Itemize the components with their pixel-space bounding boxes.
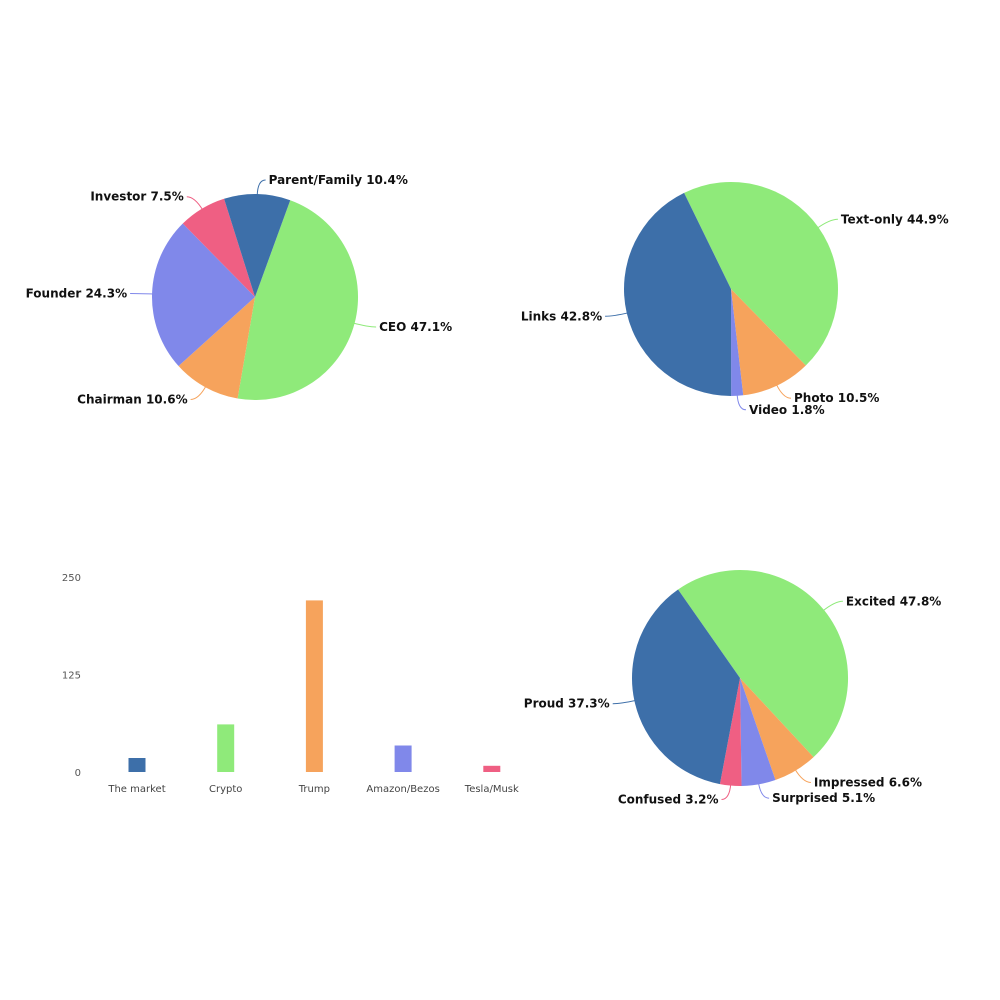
pie-label-excited: Excited 47.8% <box>846 594 941 608</box>
pie-slice-ceo <box>237 200 359 401</box>
pie-slice-photo <box>731 289 806 396</box>
pie-slice-investor <box>182 198 255 297</box>
bar-crypto <box>217 724 235 772</box>
pie-leader-parent-family <box>256 179 266 197</box>
pie-chart-content-type: Text-only 44.9% Photo 10.5%Video 1.8% Link… <box>521 181 949 417</box>
pie-chart-role: CEO 47.1% Chairman 10.6% Founder 24.3% Inve… <box>26 173 453 407</box>
pie-chart-sentiment: Excited 47.8% Impressed 6.6%Surprised 5.1… <box>524 569 941 807</box>
pie-leader-photo <box>775 383 792 399</box>
y-tick-label: 125 <box>62 671 81 682</box>
pie-leader-impressed <box>794 768 811 783</box>
pie-slice-parent-family <box>224 193 291 297</box>
pie-leader-surprised <box>757 782 770 799</box>
pie-label-ceo: CEO 47.1% <box>379 320 452 334</box>
pie-leader-ceo <box>352 322 377 328</box>
pie-leader-founder <box>130 293 155 295</box>
y-tick-label: 0 <box>75 768 81 779</box>
pie-slice-links <box>623 192 732 397</box>
x-tick-label-the-market: The market <box>107 784 165 795</box>
pie-label-proud: Proud 37.3% <box>524 697 610 711</box>
pie-slice-surprised <box>740 678 776 786</box>
x-tick-label-crypto: Crypto <box>209 784 242 795</box>
pie-slice-founder <box>151 223 255 367</box>
pie-label-photo: Photo 10.5% <box>794 391 879 405</box>
pie-slice-impressed <box>740 678 814 781</box>
y-tick-label: 250 <box>62 573 81 584</box>
pie-leader-text-only <box>816 218 838 229</box>
pie-leader-excited <box>822 600 843 612</box>
pie-label-founder: Founder 24.3% <box>26 287 128 301</box>
bar-trump <box>305 600 323 772</box>
pie-leader-investor <box>186 196 204 211</box>
pie-label-surprised: Surprised 5.1% <box>772 791 875 805</box>
pie-label-video: Video 1.8% <box>749 403 825 417</box>
pie-slice-proud <box>631 589 740 785</box>
x-tick-label-amazon-bezos: Amazon/Bezos <box>366 784 439 795</box>
pie-leader-links <box>605 312 629 317</box>
bar-chart-topics: 0 125 250 The market Crypto Trump Amazon/Bezos… <box>62 573 519 795</box>
pie-slice-chairman <box>178 297 255 399</box>
pie-leader-confused <box>721 783 732 800</box>
pie-label-impressed: Impressed 6.6% <box>814 776 922 790</box>
bar-tesla-musk <box>483 765 501 772</box>
pie-slice-text-only <box>684 181 838 366</box>
pie-label-links: Links 42.8% <box>521 309 602 323</box>
pie-label-text-only: Text-only 44.9% <box>841 212 949 226</box>
bar-the-market <box>128 758 146 772</box>
pie-leader-video <box>736 393 747 411</box>
pie-label-chairman: Chairman 10.6% <box>77 393 187 407</box>
pie-slice-confused <box>719 678 742 787</box>
pie-label-confused: Confused 3.2% <box>618 793 719 807</box>
pie-leader-proud <box>612 699 637 705</box>
x-tick-label-tesla-musk: Tesla/Musk <box>464 784 519 795</box>
pie-slice-video <box>731 289 744 396</box>
x-tick-label-trump: Trump <box>298 784 330 795</box>
pie-slice-excited <box>678 569 849 758</box>
bar-amazon-bezos <box>394 745 412 772</box>
pie-leader-chairman <box>190 385 207 400</box>
pie-label-investor: Investor 7.5% <box>90 190 183 204</box>
pie-label-parent-family: Parent/Family 10.4% <box>269 173 408 187</box>
